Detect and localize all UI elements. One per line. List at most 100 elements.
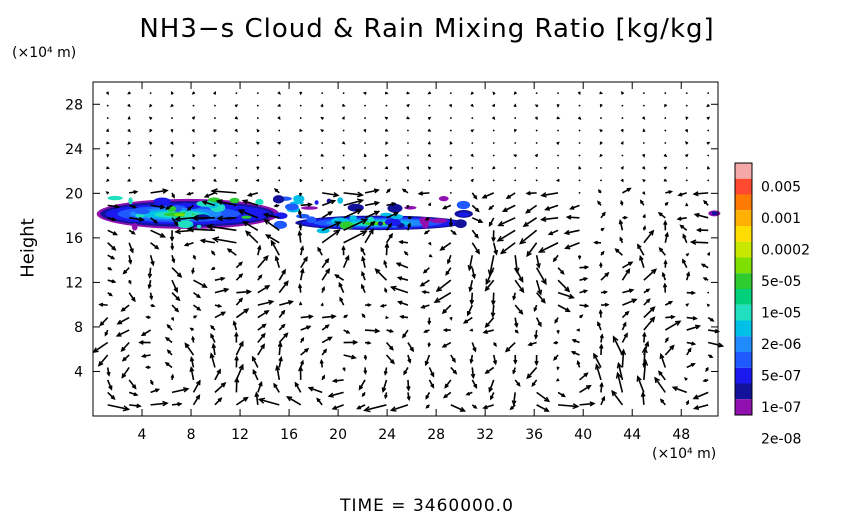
wind-vector-head: [213, 178, 217, 183]
colorbar-swatch: [735, 178, 752, 195]
wind-vector-head: [555, 378, 560, 382]
wind-vector-head: [149, 178, 153, 182]
wind-vector: [278, 342, 282, 356]
cloud-speck: [293, 194, 305, 203]
wind-vector-head: [383, 259, 388, 265]
wind-vector-head: [639, 254, 644, 261]
wind-vector-head: [595, 363, 601, 370]
cloud-speck: [454, 219, 467, 229]
wind-vector: [121, 341, 130, 352]
wind-vector-head: [692, 191, 699, 197]
wind-vector-head: [658, 370, 663, 376]
wind-vector: [622, 289, 634, 294]
wind-vector-head: [169, 236, 175, 242]
wind-vector-head: [213, 129, 218, 133]
wind-vector: [171, 279, 178, 292]
wind-vector-head: [127, 91, 131, 95]
time-label: TIME = 3460000.0: [340, 496, 514, 516]
wind-vector-head: [620, 140, 624, 145]
wind-vector: [407, 342, 414, 352]
wind-vector-head: [570, 350, 576, 355]
wind-vector-head: [622, 321, 627, 327]
wind-vector: [141, 329, 152, 337]
wind-vector-head: [241, 199, 249, 205]
wind-vector-head: [384, 166, 389, 170]
wind-vector-head: [308, 314, 314, 320]
wind-vector: [512, 392, 516, 405]
wind-vector-head: [685, 116, 689, 121]
wind-vector: [343, 354, 356, 359]
wind-vector: [214, 104, 216, 107]
wind-vector-head: [338, 281, 343, 288]
wind-vector-head: [256, 128, 260, 133]
wind-vector-head: [620, 199, 624, 205]
wind-vector-head: [513, 103, 517, 108]
wind-vector-head: [115, 332, 122, 337]
wind-vector: [526, 242, 538, 257]
wind-vector: [643, 268, 657, 281]
wind-vector-head: [149, 295, 154, 301]
wind-vector: [428, 179, 431, 182]
wind-vector-head: [599, 91, 604, 95]
wind-vector-head: [685, 202, 689, 207]
wind-vector: [278, 154, 281, 157]
wind-vector-head: [690, 363, 696, 367]
wind-vector-head: [427, 202, 431, 207]
wind-vector: [482, 192, 495, 199]
x-tick-label: 48: [672, 427, 690, 443]
wind-vector: [192, 104, 195, 107]
wind-vector-head: [695, 324, 702, 330]
wind-vector-head: [614, 248, 620, 253]
wind-vector: [523, 217, 538, 227]
wind-vector-head: [575, 328, 581, 332]
wind-vector-head: [441, 308, 447, 315]
wind-vector-head: [662, 282, 668, 288]
wind-vector-head: [127, 141, 131, 145]
wind-vector-head: [184, 342, 190, 349]
wind-vector-head: [234, 331, 239, 337]
wind-vector-head: [702, 378, 707, 383]
wind-vector-head: [213, 154, 218, 158]
wind-vector: [299, 142, 302, 144]
wind-vector: [364, 201, 379, 207]
wind-vector-head: [216, 215, 224, 222]
wind-vector-head: [211, 250, 215, 255]
wind-vector: [488, 379, 495, 392]
wind-vector: [128, 242, 134, 253]
wind-vector: [449, 154, 452, 157]
wind-vector-head: [361, 392, 366, 398]
wind-vector: [466, 304, 474, 316]
wind-vector-head: [384, 128, 389, 132]
wind-vector-head: [209, 352, 215, 359]
wind-vector-head: [623, 332, 628, 338]
wind-vector: [251, 356, 259, 368]
wind-vector-head: [342, 141, 346, 145]
wind-vector-head: [482, 329, 488, 334]
wind-vector-head: [593, 240, 598, 245]
wind-vector: [434, 291, 452, 303]
colorbar-swatch: [735, 320, 752, 337]
wind-vector-head: [663, 259, 668, 265]
wind-vector: [321, 199, 336, 207]
wind-vector-head: [518, 276, 524, 283]
wind-vector-head: [552, 257, 558, 263]
cloud-speck: [384, 218, 401, 227]
x-tick-label: 12: [231, 427, 249, 443]
wind-vector-head: [706, 251, 711, 256]
wind-vector: [299, 167, 302, 169]
wind-vector: [328, 391, 344, 397]
colorbar-swatch: [735, 367, 752, 384]
wind-vector-head: [238, 273, 244, 278]
wind-vector-head: [97, 361, 104, 367]
wind-vector-head: [604, 271, 610, 277]
wind-vector-head: [449, 140, 453, 145]
wind-vector-head: [189, 366, 195, 372]
y-tick-label: 12: [65, 275, 83, 291]
wind-vector-head: [106, 153, 110, 158]
wind-vector: [192, 395, 201, 406]
wind-vector-head: [420, 304, 426, 309]
wind-vector: [535, 142, 538, 144]
wind-vector: [686, 325, 700, 331]
wind-vector: [308, 387, 323, 394]
wind-vector-head: [685, 252, 690, 257]
